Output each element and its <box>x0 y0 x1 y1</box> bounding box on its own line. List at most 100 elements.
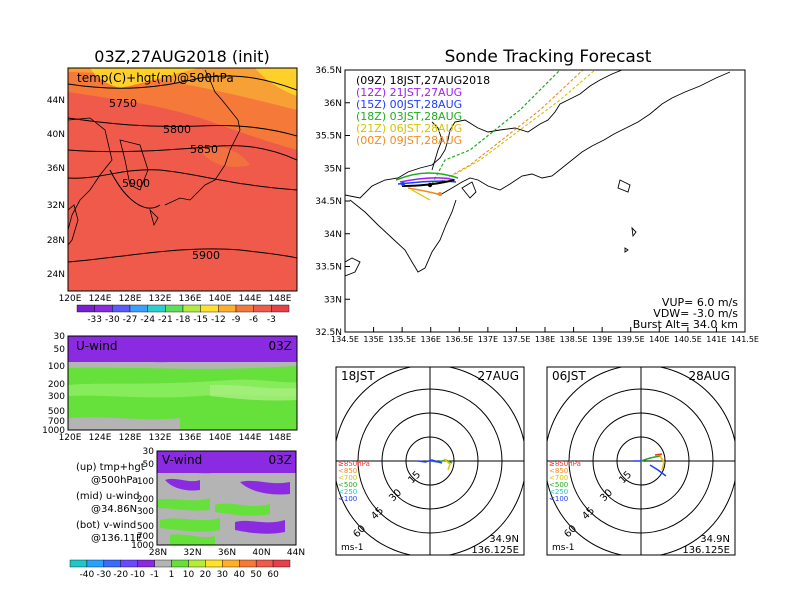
note-bot-b: @136.11E <box>91 533 142 544</box>
note-mid-b: @34.86N <box>91 504 137 515</box>
vdw-text: VDW= -3.0 m/s <box>653 307 738 320</box>
wind-colorbar-swatch <box>69 559 88 568</box>
tracking-lon-axis: 134.5E 135E 135.5E 136E 136.5E 137E 137.5E 138E… <box>331 327 759 344</box>
wind-colorbar-label: -1 <box>150 570 159 580</box>
temp-colorbar-swatch <box>271 304 290 313</box>
tracking-lon-label: 141.5E <box>731 335 759 344</box>
tracking-lat-label: 34.5N <box>315 197 342 207</box>
tracking-lon-label: 137.5E <box>502 335 530 344</box>
temp-colorbar-label: -21 <box>158 315 173 325</box>
run-legend-2: (15Z) 00JST,28AUG <box>356 98 462 111</box>
wind-colorbar-swatch <box>137 559 155 568</box>
wind-colorbar-swatch <box>222 559 240 568</box>
wind-colorbar-label: 20 <box>200 570 212 580</box>
note-bot-a: (bot) v-wind <box>76 520 136 531</box>
hodo-left-levels: ≥850hPa <850 <700 <500 <250 <100 <box>338 460 370 503</box>
temp-colorbar-label: -18 <box>176 315 191 325</box>
hodo-right-level-4: <250 <box>549 488 568 496</box>
tracking-lon-label: 135.5E <box>388 335 416 344</box>
temp-colorbar-swatch <box>129 304 148 313</box>
tracking-lon-label: 135E <box>363 335 383 344</box>
contour-label-5800: 5800 <box>163 123 191 136</box>
hodo-right-level-2: <700 <box>549 474 568 482</box>
tracking-lat-label: 36N <box>324 99 342 109</box>
hodo-right-level-1: <850 <box>549 467 568 475</box>
hodo-left-level-2: <700 <box>338 474 357 482</box>
wind-colorbar-swatch <box>272 559 291 568</box>
temp-colorbar-swatch <box>218 304 237 313</box>
hodograph-right: 06JST 28AUG 15 30 45 60 ≥850hPa <850 <70… <box>546 366 736 556</box>
temp-colorbar-label: -6 <box>249 315 258 325</box>
hodo-left-level-0: ≥850hPa <box>338 460 370 468</box>
tracking-lon-label: 138E <box>535 335 555 344</box>
run-legend-0: (09Z) 18JST,27AUG2018 <box>356 74 490 87</box>
left-map-lat-label: 32N <box>47 201 65 211</box>
tracking-lon-label: 141E <box>706 335 726 344</box>
temp-colorbar: -33 -30 -27 -24 -21 -18 -15 -12 -9 -6 -3 <box>76 304 290 325</box>
wind-colorbar-swatch <box>255 559 274 568</box>
v-wind-time: 03Z <box>269 453 293 467</box>
tracking-lat-label: 34N <box>324 230 342 240</box>
left-map-panel <box>68 68 297 291</box>
wind-colorbar-label: 40 <box>234 570 246 580</box>
left-map-subtitle-box: temp(C)+hgt(m)@500hPa <box>77 71 234 85</box>
tracking-lon-label: 134.5E <box>331 335 359 344</box>
tracking-lat-axis: 36.5N 36N 35.5N 35N 34.5N 34N 33.5N 33N 32.5N <box>315 66 350 338</box>
hodograph-left: 18JST 27AUG 15 30 45 60 ≥850hPa <850 <70… <box>335 366 525 556</box>
run-legend-4: (21Z) 06JST,28AUG <box>356 122 462 135</box>
wind-colorbar-swatch <box>103 559 121 568</box>
wind-colorbar-label: 50 <box>250 570 262 580</box>
hodo-left-level-5: <100 <box>338 495 357 503</box>
u-wind-pressure-label: 100 <box>48 362 65 372</box>
u-wind-pressure-label: 30 <box>54 332 66 342</box>
hodo-left-level-1: <850 <box>338 467 357 475</box>
tracking-lat-label: 33N <box>324 295 342 305</box>
v-wind-lat-label: 36N <box>218 548 236 558</box>
temp-colorbar-swatch <box>200 304 219 313</box>
wind-colorbar-label: -20 <box>113 570 128 580</box>
run-legend-1: (12Z) 21JST,27AUG <box>356 86 462 99</box>
u-wind-pressure-label: 1000 <box>42 426 65 436</box>
left-map-lat-label: 40N <box>47 130 65 140</box>
u-wind-pressure-label: 700 <box>48 417 65 427</box>
tracking-lat-label: 32.5N <box>315 328 342 338</box>
contour-label-5900b: 5900 <box>192 249 220 262</box>
temp-colorbar-label: -9 <box>232 315 241 325</box>
hodo-right-level-5: <100 <box>549 495 568 503</box>
tracking-lon-label: 137E <box>478 335 498 344</box>
v-wind-panel <box>157 451 296 545</box>
note-up-a: (up) tmp+hgt <box>76 462 145 473</box>
v-wind-lat-label: 40N <box>252 548 270 558</box>
left-map-lat-label: 36N <box>47 164 65 174</box>
temp-colorbar-label: -27 <box>123 315 138 325</box>
temp-colorbar-swatch <box>182 304 201 313</box>
contour-label-5900a: 5900 <box>122 177 150 190</box>
wind-colorbar-swatch <box>205 559 223 568</box>
hodo-left-lat: 34.9N <box>489 534 519 545</box>
temp-colorbar-swatch <box>165 304 184 313</box>
wind-colorbar-swatch <box>188 559 206 568</box>
hodo-right-lat: 34.9N <box>700 534 730 545</box>
wind-colorbar-label: -30 <box>96 570 111 580</box>
u-wind-lon-label: 136E <box>179 433 202 443</box>
temp-colorbar-swatch <box>147 304 166 313</box>
v-wind-lat-label: 32N <box>183 548 201 558</box>
v-wind-pressure-label: 500 <box>137 522 154 532</box>
v-wind-lat-axis: 28N 32N 36N 40N 44N <box>149 548 305 558</box>
left-map-lon-label: 128E <box>119 294 142 304</box>
contour-label-5850: 5850 <box>190 143 218 156</box>
legend-notes: (up) tmp+hgt @500hPa (mid) u-wind @34.86… <box>76 462 145 544</box>
tracking-map-panel <box>345 70 745 332</box>
run-legend-5: (00Z) 09JST,28AUG <box>356 134 462 147</box>
note-up-b: @500hPa <box>91 475 138 486</box>
wind-colorbar: -40 -30 -20 -10 -1 1 10 20 30 40 50 60 <box>69 559 291 580</box>
wind-colorbar-label: -10 <box>130 570 145 580</box>
sonde-params: VUP= 6.0 m/s VDW= -3.0 m/s Burst Alt= 34… <box>633 296 739 331</box>
wind-colorbar-swatch <box>239 559 257 568</box>
hodo-right-time: 06JST <box>552 369 586 383</box>
tracking-lat-label: 35.5N <box>315 132 342 142</box>
hodo-right-unit: ms-1 <box>552 543 574 553</box>
v-wind-pressure-label: 200 <box>137 495 154 505</box>
